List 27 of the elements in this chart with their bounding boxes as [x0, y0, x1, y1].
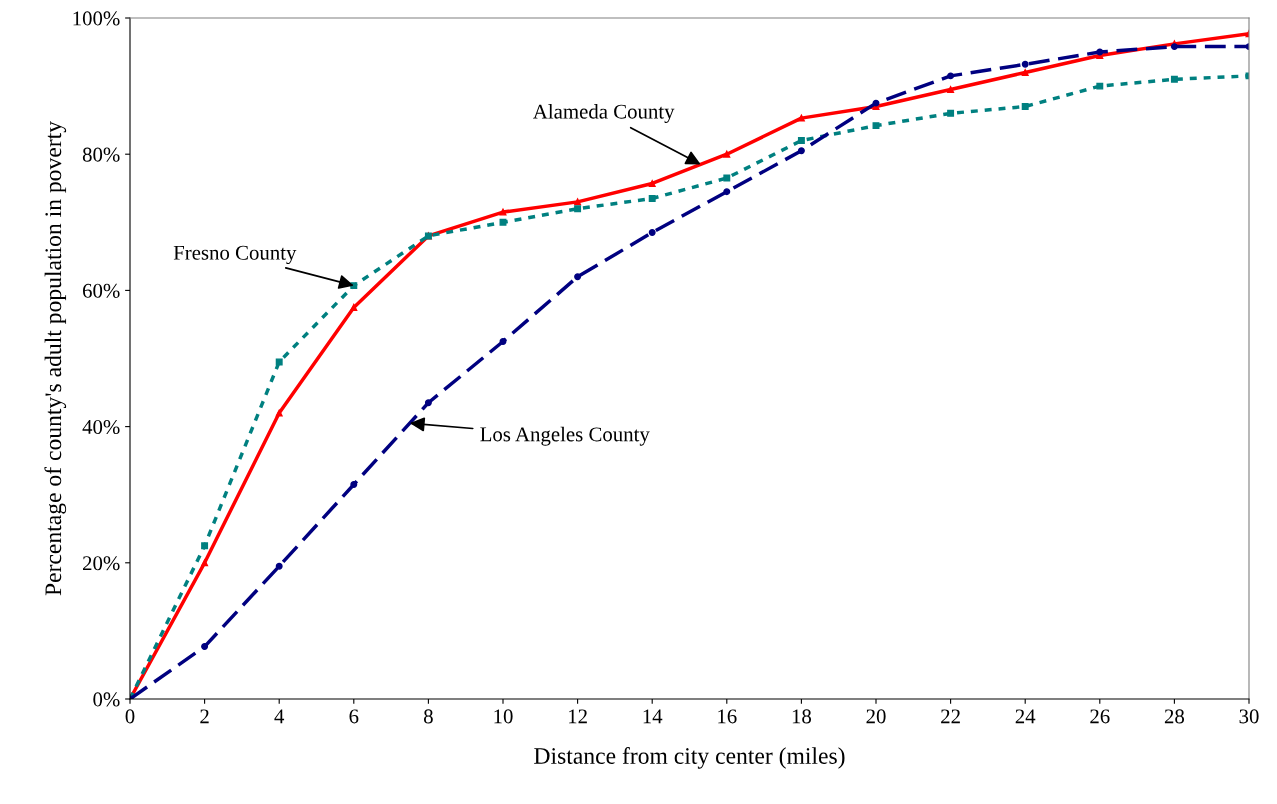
- text: Fresno County: [173, 245, 297, 265]
- y-tick-label: 100%: [73, 11, 120, 26]
- x-tick-label: 10: [494, 709, 513, 724]
- x-tick-label: 14: [643, 709, 663, 724]
- x-tick-label: 6: [349, 709, 359, 724]
- x-tick-label: 22: [941, 709, 960, 724]
- y-axis-title: Percentage of county's adult population in poverty: [44, 121, 67, 596]
- y-tick-label: 0%: [93, 692, 120, 707]
- text: Alameda County: [533, 103, 675, 123]
- y-tick-label: 20%: [83, 556, 120, 571]
- x-tick-label: 12: [569, 709, 587, 724]
- x-tick-label: 0: [125, 709, 135, 724]
- x-tick-label: 18: [792, 709, 812, 724]
- x-tick-label: 26: [1090, 709, 1110, 724]
- x-tick-label: 24: [1015, 709, 1036, 724]
- x-tick-label: 28: [1164, 709, 1185, 724]
- x-tick-label: 8: [423, 709, 433, 724]
- x-tick-label: 4: [274, 709, 285, 724]
- text: Los Angeles County: [480, 426, 650, 446]
- y-tick-label: 80%: [82, 147, 120, 162]
- x-axis-title: Distance from city center (miles): [534, 747, 845, 769]
- y-tick-label: 40%: [82, 419, 120, 435]
- x-tick-label: 2: [200, 709, 209, 724]
- y-tick-label: 60%: [82, 283, 120, 298]
- x-tick-label: 20: [866, 709, 886, 724]
- x-tick-label: 16: [718, 709, 737, 724]
- x-tick-label: 30: [1239, 709, 1259, 724]
